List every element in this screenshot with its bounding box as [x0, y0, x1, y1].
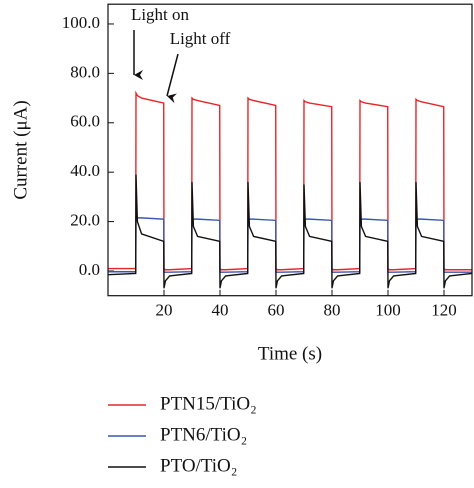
legend-label: PTO/TiO₂ [160, 455, 237, 476]
data-line [108, 217, 472, 273]
data-line [107, 174, 473, 289]
x-tick-label: 80 [324, 301, 341, 320]
y-axis-label: Current (μA) [10, 100, 31, 199]
x-tick-label: 20 [156, 301, 173, 320]
plot-frame [107, 3, 473, 297]
y-tick-label: 100.0 [62, 13, 100, 32]
annotation: Light on [131, 5, 190, 24]
x-tick-label: 120 [431, 301, 457, 320]
y-tick-label: 40.0 [70, 161, 100, 180]
x-tick-label: 100 [375, 301, 401, 320]
arrow [166, 53, 179, 104]
y-tick-label: 80.0 [70, 62, 100, 81]
annotation: Light off [170, 29, 231, 48]
legend-label: PTN15/TiO₂ [160, 393, 257, 414]
y-tick-label: 60.0 [70, 112, 100, 131]
y-tick-label: 20.0 [70, 210, 100, 229]
x-tick-label: 60 [268, 301, 285, 320]
y-tick-label: 0.0 [79, 260, 100, 279]
x-axis-label: Time (s) [258, 343, 322, 364]
x-tick-label: 40 [212, 301, 229, 320]
legend-label: PTN6/TiO₂ [160, 424, 247, 445]
data-line [108, 90, 472, 271]
